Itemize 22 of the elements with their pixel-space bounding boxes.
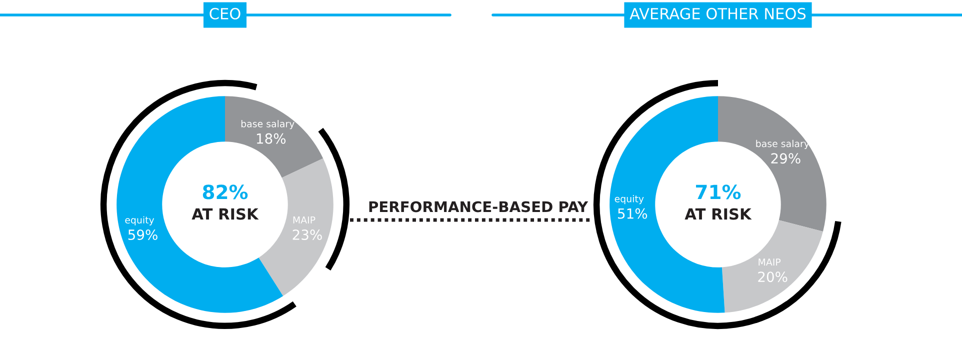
text: AT RISK xyxy=(684,208,752,220)
data-label: 29% xyxy=(771,153,800,164)
data-label: 18% xyxy=(256,133,286,144)
donut-slice xyxy=(258,158,334,296)
slice-label: base salary xyxy=(756,140,810,149)
text: 82% xyxy=(202,184,248,200)
text: PERFORMANCE-BASED PAY xyxy=(369,201,588,212)
data-label: 59% xyxy=(128,230,158,240)
donut-slice xyxy=(722,220,823,313)
data-label: 23% xyxy=(292,230,322,240)
data-label: 51% xyxy=(618,208,648,219)
chart-title: CEO xyxy=(210,8,240,20)
slice-label: equity xyxy=(125,216,154,226)
data-label: 20% xyxy=(758,272,788,282)
donut-slice xyxy=(225,96,324,178)
slice-label: base salary xyxy=(241,120,294,130)
slice-label: MAIP xyxy=(293,216,316,224)
slice-label: MAIP xyxy=(758,258,781,266)
text: 71% xyxy=(696,184,741,200)
text: AT RISK xyxy=(192,208,259,220)
chart-title: AVERAGE OTHER NEOS xyxy=(630,8,806,20)
slice-label: equity xyxy=(614,195,644,204)
